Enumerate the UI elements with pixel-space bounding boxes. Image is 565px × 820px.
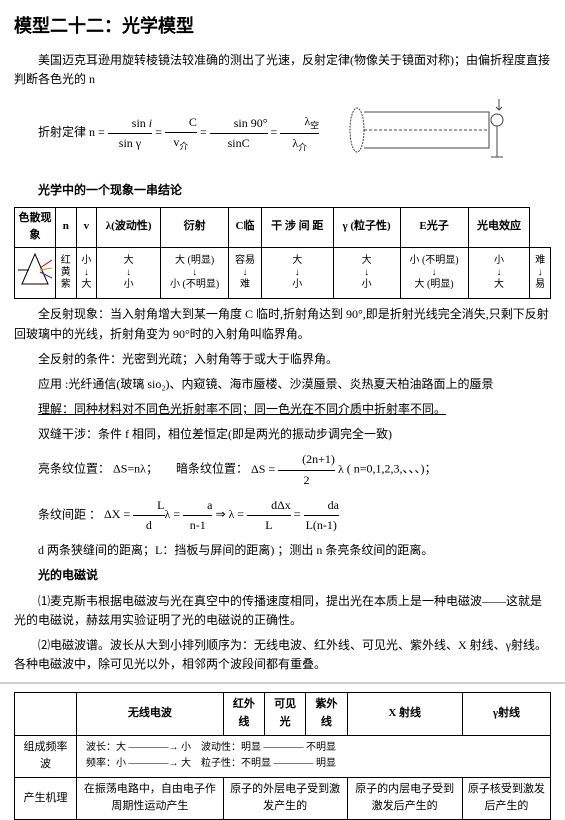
spectrum-table: 无线电波 红外线 可见光 紫外线 X 射线 γ射线 组成频率波 波长：大 ———…: [14, 692, 551, 820]
th-blank: [15, 693, 77, 735]
dark-fringe-formula: ΔS = (2n+1)2 λ: [251, 462, 347, 476]
spectrum-header: 无线电波 红外线 可见光 紫外线 X 射线 γ射线: [15, 693, 551, 735]
refraction-label: 折射定律 n =: [38, 125, 108, 139]
divider: [0, 682, 565, 684]
double-slit-p: 双缝干涉：条件 f 相同，相位差恒定(即是两光的振动步调完全一致): [14, 425, 551, 444]
total-reflection-p2: 全反射的条件：光密到光疏；入射角等于或大于临界角。: [14, 350, 551, 369]
row2-c4: 原子核受到激发后产生的: [462, 777, 550, 819]
th-photoelectric: 光电效应: [468, 207, 530, 247]
cell-int: 大↓小: [333, 247, 400, 299]
spectrum-row2: 产生机理 在振荡电路中，自由电子作周期性运动产生 原子的外层电子受到激发产生的 …: [15, 777, 551, 819]
th-gamma: γ (粒子性): [333, 207, 400, 247]
wavelength-line: 波长：大 ————→ 小 波动性：明显 ———— 不明显: [81, 740, 546, 756]
row2-c2: 原子的外层电子受到激发产生的: [223, 777, 347, 819]
th-ir: 红外线: [223, 693, 264, 735]
fringe-positions: 亮条纹位置： ΔS=nλ； 暗条纹位置： ΔS = (2n+1)2 λ ( n=…: [14, 450, 551, 489]
para8: d 两条狭缝间的距离；L：挡板与屏间的距离) ；测出 n 条亮条纹间的距离。: [14, 541, 551, 560]
th-c: C临: [229, 207, 262, 247]
cell-diff: 容易↓难: [229, 247, 262, 299]
refraction-formula: 折射定律 n = sin isin γ = Cv介 = sin 90°sinC …: [14, 112, 319, 155]
cell-e: 小↓大: [468, 247, 530, 299]
cell-pe: 难↓易: [530, 247, 551, 299]
phenomena-heading: 光学中的一个现象一串结论: [14, 181, 551, 200]
table-data-row: 红 黄 紫 小↓大 大↓小 大 (明显)↓小 (不明显) 容易↓难 大↓小 大↓…: [15, 247, 551, 299]
table-header-row: 色散现象 n v λ(波动性) 衍射 C临 干 涉 间 距 γ (粒子性) E光…: [15, 207, 551, 247]
optical-diagram: [339, 95, 509, 171]
th-diffraction: 衍射: [161, 207, 229, 247]
cell-lambda: 大 (明显)↓小 (不明显): [161, 247, 229, 299]
spacing-formula: ΔX = Ldλ = an-1 ⇒ λ = dΔxL = daL(n-1): [104, 507, 339, 521]
row1-label: 组成频率波: [15, 735, 77, 777]
th-v: v: [76, 207, 97, 247]
color-labels: 红 黄 紫: [56, 247, 77, 299]
dispersion-table: 色散现象 n v λ(波动性) 衍射 C临 干 涉 间 距 γ (粒子性) E光…: [14, 207, 551, 300]
refraction-formula-text: sin isin γ = Cv介 = sin 90°sinC = λ空λ介: [108, 125, 319, 139]
th-n: n: [56, 207, 77, 247]
em-p2: ⑵电磁波谱。波长从大到小排列顺序为：无线电波、红外线、可见光、紫外线、X 射线、…: [14, 636, 551, 674]
fringe-spacing: 条纹间距 ： ΔX = Ldλ = an-1 ⇒ λ = dΔxL = daL(…: [14, 496, 551, 535]
row2-c1: 在振荡电路中，自由电子作周期性运动产生: [77, 777, 224, 819]
total-reflection-p1: 全反射现象：当入射角增大到某一角度 C 临时,折射角达到 90°,即是折射光线完…: [14, 305, 551, 343]
th-e: E光子: [400, 207, 468, 247]
cell-n: 小↓大: [76, 247, 97, 299]
th-radio: 无线电波: [77, 693, 224, 735]
row1-content: 波长：大 ————→ 小 波动性：明显 ———— 不明显 频率：小 ————→ …: [77, 735, 551, 777]
th-uv: 紫外线: [306, 693, 347, 735]
th-visible: 可见光: [265, 693, 306, 735]
em-p1: ⑴麦克斯韦根据电磁波与光在真空中的传播速度相同，提出光在本质上是一种电磁波——这…: [14, 592, 551, 630]
spectrum-row1: 组成频率波 波长：大 ————→ 小 波动性：明显 ———— 不明显 频率：小 …: [15, 735, 551, 777]
row2-label: 产生机理: [15, 777, 77, 819]
refraction-formula-row: 折射定律 n = sin isin γ = Cv介 = sin 90°sinC …: [14, 95, 551, 171]
prism-icon-cell: [15, 247, 56, 299]
cell-gamma: 小 (不明显)↓大 (明显): [400, 247, 468, 299]
th-gammaray: γ射线: [462, 693, 550, 735]
th-xray: X 射线: [347, 693, 462, 735]
th-interference: 干 涉 间 距: [261, 207, 333, 247]
em-heading: 光的电磁说: [14, 566, 551, 585]
page-title: 模型二十二：光学模型: [14, 12, 551, 41]
intro-paragraph: 美国迈克耳逊用旋转棱镜法较准确的测出了光速，反射定律(物像关于镜面对称)；由偏折…: [14, 51, 551, 89]
cell-c: 大↓小: [261, 247, 333, 299]
prism-icon: [18, 250, 52, 290]
th-dispersion: 色散现象: [15, 207, 56, 247]
cell-v: 大↓小: [97, 247, 161, 299]
application-p: 应用 :光纤通信(玻璃 sio₂)、内窥镜、海市蜃楼、沙漠蜃景、炎热夏天柏油路面…: [14, 375, 551, 394]
understanding-p: 理解：同种材料对不同色光折射率不同；同一色光在不同介质中折射率不同。: [14, 400, 551, 419]
frequency-line: 频率：小 ————→ 大 粒子性：不明显 ———— 明显: [81, 756, 546, 772]
row2-c3: 原子的内层电子受到激发后产生的: [347, 777, 462, 819]
th-lambda: λ(波动性): [97, 207, 161, 247]
